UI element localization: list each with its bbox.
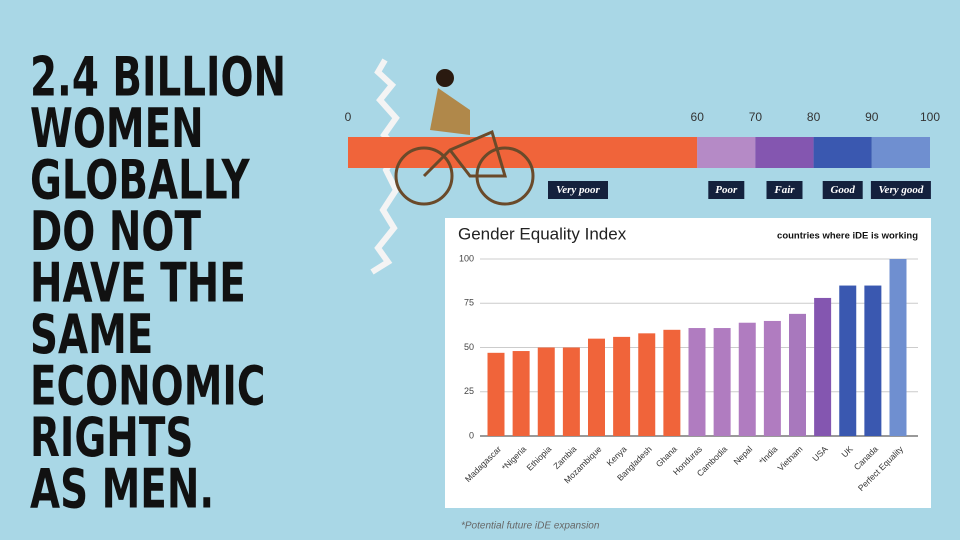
bar [889,259,907,436]
scale-segment [871,137,930,168]
y-tick-label: 25 [464,386,474,396]
scale-tick-label: 0 [345,110,352,124]
scale-label-box [548,181,608,199]
body [430,88,470,135]
bar [688,328,706,436]
scale-tick-label: 100 [920,110,940,124]
scale-tick-label: 90 [865,110,879,124]
chart-title: Gender Equality Index [458,224,627,243]
scale-segment [755,137,814,168]
bar [537,347,555,436]
y-tick-label: 75 [464,298,474,308]
scale-label: Poor [715,184,738,196]
scale-label: Very poor [556,184,600,196]
bar [864,285,882,436]
bar [839,285,857,436]
scale-label: Very good [878,184,923,196]
headline-line: SAME [30,303,153,366]
bar [512,351,530,436]
y-tick-label: 0 [469,430,474,440]
scale-label-box [870,181,931,199]
bar [638,333,656,436]
scale-tick-label: 80 [807,110,821,124]
scale-label-box [822,181,863,199]
cyclist [394,69,535,206]
wheel [394,146,454,206]
headline-line: RIGHTS [30,406,193,469]
head [436,69,454,87]
headline-line: WOMEN [30,97,204,160]
bar [763,320,781,436]
bar [613,336,631,436]
headline-line: HAVE THE [30,252,246,315]
chart-subtitle: countries where iDE is working [777,231,918,242]
y-tick-label: 100 [459,253,474,263]
scale-tick-label: 60 [691,110,705,124]
bar [789,313,806,436]
y-tick-label: 50 [464,342,474,352]
frame [422,129,508,178]
scale-label: Fair [773,184,795,196]
bar [814,297,832,436]
bar [663,329,681,436]
headline-line: DO NOT [30,200,201,263]
bar [562,347,580,436]
headline-line: 2.4 BILLION [30,46,286,109]
scale-label-box [766,181,803,199]
headline-line: ECONOMIC [30,355,265,418]
bar [738,322,756,436]
bar [487,352,505,436]
footnote: *Potential future iDE expansion [461,521,600,532]
scale-label-box [708,181,745,199]
scale-segment [813,137,872,168]
scale-segment [697,137,756,168]
headline-line: AS MEN. [30,458,214,521]
scale-label: Good [830,184,855,196]
headline-line: GLOBALLY [30,149,250,212]
scale-tick-label: 70 [749,110,763,124]
bar [713,328,731,436]
bar [588,338,605,436]
